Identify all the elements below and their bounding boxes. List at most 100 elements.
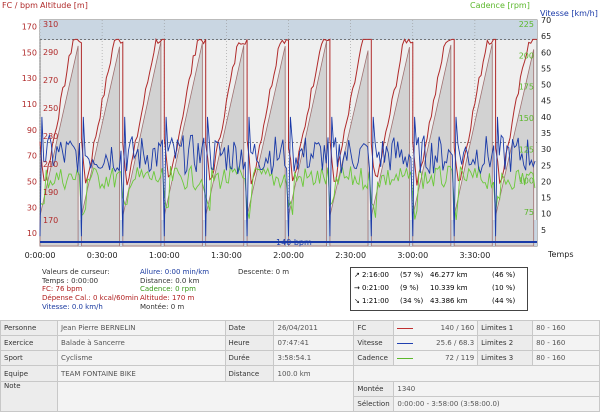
cadence-tick-label: 150 [519, 114, 534, 123]
cursor-distance: Distance: 0.0 km [140, 276, 200, 285]
fc-color-swatch [397, 327, 414, 329]
summary-kpct: (10 %) [492, 283, 516, 292]
value-note[interactable] [56, 380, 355, 412]
hr-tick-label: 30 [27, 203, 37, 212]
cadence-tick-label: 125 [519, 145, 534, 154]
label-montee: Montée [353, 380, 395, 397]
activity-chart[interactable]: 140 bpm 10 30 50 70 90 110 130 150 170 170 190 210… [0, 0, 600, 268]
summary-row-flat: → 0:21:00 (9 %) 10.339 km (10 %) [351, 281, 527, 294]
summary-pct: (57 %) [400, 270, 424, 279]
hr-tick-label: 130 [22, 74, 37, 83]
summary-kpct: (44 %) [492, 296, 516, 305]
altitude-tick-label: 230 [43, 132, 58, 141]
label-distance: Distance [224, 365, 275, 382]
hr-tick-label: 10 [27, 229, 37, 238]
speed-tick-label: 10 [541, 210, 551, 219]
value-sport: Cyclisme [56, 350, 226, 367]
summary-pct: (34 %) [400, 296, 424, 305]
speed-tick-label: 5 [541, 226, 546, 235]
cursor-values-col1: Valeurs de curseur: Temps : 0:00:00 FC: … [42, 268, 138, 312]
hr-tick-label: 150 [22, 48, 37, 57]
value-cadence: 72 / 119 [393, 350, 479, 367]
cursor-calories: Dépense Cal.: 0 kcal/60min [42, 294, 139, 303]
altitude-tick-label: 270 [43, 76, 58, 85]
speed-tick-label: 35 [541, 129, 551, 138]
summary-time: 2:16:00 [362, 270, 389, 279]
cadence-tick-label: 75 [524, 208, 534, 217]
altitude-axis-label: Altitude [m] [40, 1, 88, 10]
time-tick-label: 3:30:00 [459, 251, 490, 260]
cursor-cadence: Cadence: 0 rpm [140, 285, 196, 294]
value-vitesse: 25.6 / 68.3 [393, 335, 479, 352]
summary-time: 1:21:00 [362, 296, 389, 305]
altitude-tick-label: 250 [43, 104, 58, 113]
label-equipe: Equipe [0, 365, 58, 382]
value-date: 26/04/2011 [273, 319, 355, 337]
summary-row-down: ↘ 1:21:00 (34 %) 43.386 km (44 %) [351, 294, 527, 307]
summary-row-up: ↗ 2:16:00 (57 %) 46.277 km (46 %) [351, 268, 527, 281]
time-tick-label: 2:30:00 [335, 251, 366, 260]
cursor-pace: Allure: 0:00 min/km [140, 268, 210, 276]
hr-tick-label: 70 [27, 152, 37, 161]
time-tick-label: 1:00:00 [149, 251, 180, 260]
label-exercice: Exercice [0, 335, 58, 352]
cursor-ascent: Montée: 0 m [140, 302, 185, 311]
label-fc: FC [353, 319, 395, 337]
slope-summary-box: ↗ 2:16:00 (57 %) 46.277 km (46 %) → 0:21… [350, 267, 528, 311]
value-montee: 1340 [393, 380, 600, 397]
label-date: Date [224, 319, 275, 337]
altitude-tick-label: 190 [43, 188, 58, 197]
cursor-altitude: Altitude: 170 m [140, 294, 195, 303]
cursor-title: Valeurs de curseur: [42, 268, 110, 276]
value-limites1: 80 - 160 [532, 319, 600, 337]
cursor-hr: FC: 76 bpm [42, 285, 83, 294]
speed-axis-label: Vitesse [km/h] [540, 9, 598, 18]
empty-cell [353, 365, 600, 382]
cadence-tick-label: 175 [519, 83, 534, 92]
cursor-descent: Descente: 0 m [238, 268, 290, 276]
value-exercice: Balade à Sancerre [56, 335, 226, 352]
cursor-speed: Vitesse: 0.0 km/h [42, 302, 103, 311]
altitude-tick-label: 310 [43, 20, 58, 29]
summary-km: 46.277 km [430, 270, 468, 279]
cadence-values: 72 / 119 [445, 354, 475, 363]
label-duree: Durée [224, 350, 275, 367]
speed-tick-label: 40 [541, 113, 551, 122]
speed-tick-label: 20 [541, 177, 551, 186]
label-limites2: Limites 2 [477, 335, 534, 352]
altitude-tick-label: 210 [43, 160, 58, 169]
time-tick-label: 2:00:00 [273, 251, 304, 260]
hr-tick-label: 50 [27, 177, 37, 186]
arrow-down-icon: ↘ [354, 296, 360, 305]
label-vitesse: Vitesse [353, 335, 395, 352]
speed-tick-label: 55 [541, 64, 551, 73]
hr-marker-label: 140 bpm [276, 238, 312, 247]
value-distance: 100.0 km [273, 365, 355, 382]
speed-tick-label: 45 [541, 97, 551, 106]
speed-tick-label: 70 [541, 16, 551, 25]
speed-line [39, 116, 536, 237]
speed-tick-label: 50 [541, 81, 551, 90]
cadence-axis-label: Cadence [rpm] [470, 1, 530, 10]
speed-tick-label: 15 [541, 194, 551, 203]
time-tick-label: 1:30:00 [211, 251, 242, 260]
summary-pct: (9 %) [400, 283, 419, 292]
arrow-up-icon: ↗ [354, 270, 360, 279]
label-heure: Heure [224, 335, 275, 352]
x-axis-label: Temps [547, 250, 574, 259]
cursor-time: Temps : 0:00:00 [42, 276, 99, 285]
value-duree: 3:58:54.1 [273, 350, 355, 367]
summary-kpct: (46 %) [492, 270, 516, 279]
speed-color-swatch [397, 342, 414, 344]
left-axis-label: FC / bpm [2, 1, 38, 10]
cadence-tick-label: 225 [519, 20, 534, 29]
speed-values: 25.6 / 68.3 [436, 339, 475, 348]
speed-tick-label: 60 [541, 48, 551, 57]
label-personne: Personne [0, 319, 58, 337]
hr-tick-label: 170 [22, 22, 37, 31]
cadence-tick-label: 200 [519, 51, 534, 60]
fc-values: 140 / 160 [440, 324, 475, 333]
label-limites1: Limites 1 [477, 319, 534, 337]
cadence-tick-label: 100 [519, 177, 534, 186]
value-selection: 0:00:00 - 3:58:00 (3:58:00.0) [393, 395, 600, 412]
